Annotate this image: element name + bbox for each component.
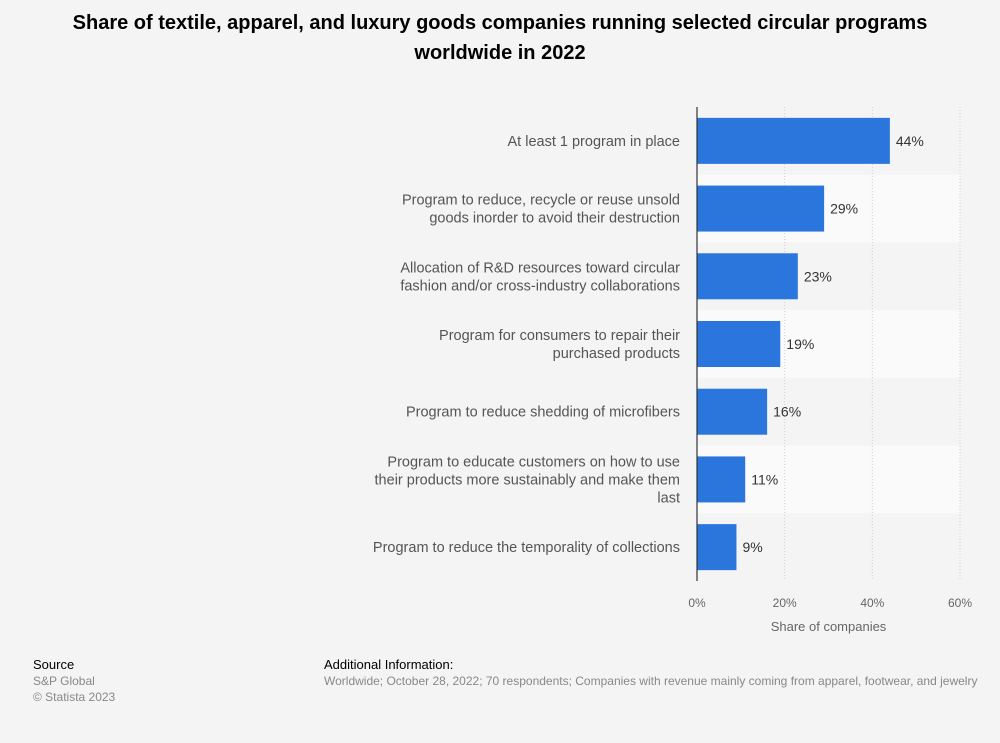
data-label: 19% — [786, 336, 814, 352]
source-block: Source S&P Global © Statista 2023 — [33, 657, 115, 705]
x-tick-label: 0% — [688, 596, 706, 610]
additional-info-block: Additional Information: Worldwide; Octob… — [324, 657, 1000, 689]
data-label: 29% — [830, 201, 858, 217]
bar[interactable] — [697, 388, 768, 435]
additional-info-text: Worldwide; October 28, 2022; 70 responde… — [324, 674, 978, 688]
data-label: 16% — [773, 404, 801, 420]
x-tick-label: 60% — [948, 596, 972, 610]
category-label: Allocation of R&D resources toward circu… — [400, 260, 680, 294]
copyright: © Statista 2023 — [33, 690, 116, 704]
data-label: 23% — [804, 268, 832, 284]
bar[interactable] — [697, 185, 825, 232]
category-label: Program to reduce, recycle or reuse unso… — [402, 193, 680, 227]
data-label: 11% — [751, 471, 778, 487]
additional-info-heading[interactable]: Additional Information: — [324, 657, 454, 672]
category-label: Program to reduce shedding of microfiber… — [406, 405, 680, 421]
category-label: Program to educate customers on how to u… — [375, 454, 680, 506]
bar[interactable] — [697, 456, 746, 503]
x-tick-label: 40% — [860, 596, 884, 610]
category-label: Program to reduce the temporality of col… — [373, 540, 680, 556]
data-label: 9% — [742, 539, 762, 555]
x-tick-label: 20% — [773, 596, 797, 610]
category-label: Program for consumers to repair their pur… — [439, 328, 680, 362]
x-axis-title: Share of companies — [771, 619, 887, 634]
bar[interactable] — [697, 117, 890, 164]
bar[interactable] — [697, 321, 781, 367]
chart-title: Share of textile, apparel, and luxury go… — [72, 12, 928, 64]
category-label: At least 1 program in place — [508, 134, 680, 150]
source-name[interactable]: S&P Global — [33, 674, 95, 688]
source-heading[interactable]: Source — [33, 657, 75, 672]
bar[interactable] — [697, 524, 737, 571]
bar[interactable] — [697, 253, 798, 300]
data-label: 44% — [896, 133, 924, 149]
